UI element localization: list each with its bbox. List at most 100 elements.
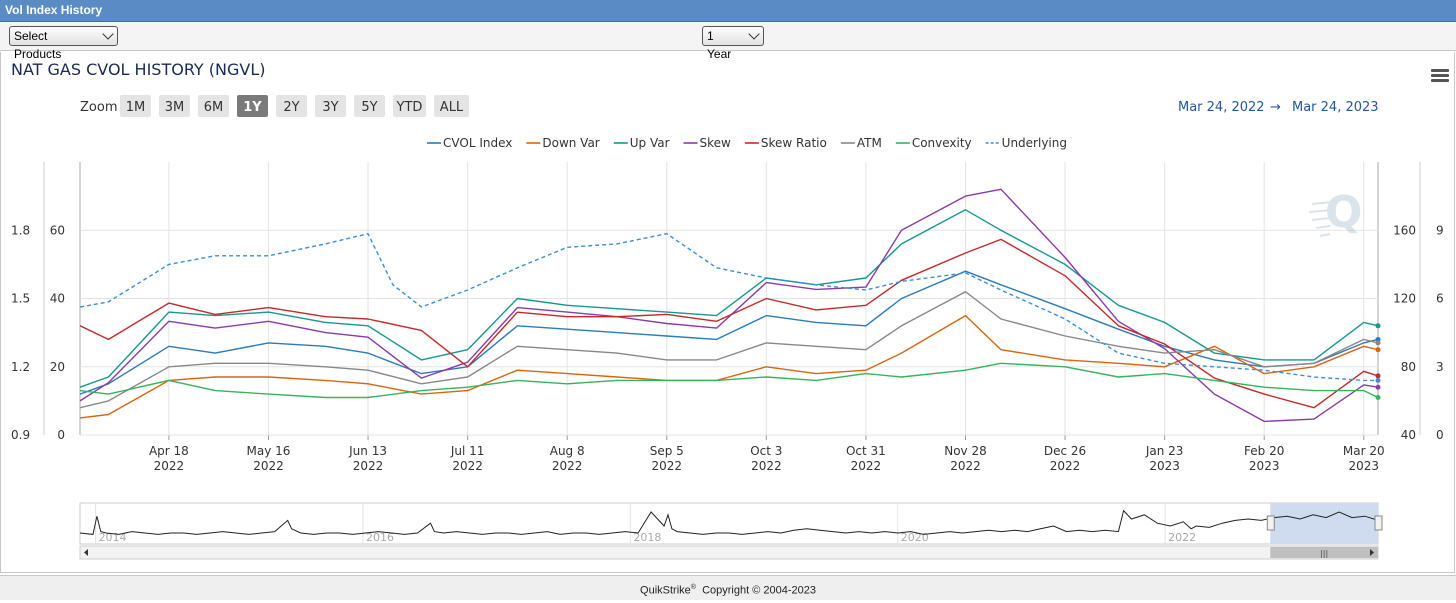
select-products-label: Select Products [14, 29, 62, 61]
zoom-button-ytd[interactable]: YTD [393, 95, 426, 117]
navigator-year-label: 2014 [99, 531, 127, 544]
x-tick-year: 2023 [1249, 459, 1280, 473]
scroll-left-icon[interactable] [84, 549, 88, 556]
zoom-button-all[interactable]: ALL [434, 95, 469, 117]
y-tick-right-skew: 9 [1436, 223, 1444, 237]
navigator-year-label: 2016 [366, 531, 394, 544]
zoom-button-1y[interactable]: 1Y [237, 95, 268, 117]
x-tick-label: May 16 [247, 444, 291, 458]
x-tick-label: Feb 20 [1244, 444, 1284, 458]
navigator-series-line [79, 509, 1379, 535]
y-tick-right-skew: 6 [1436, 292, 1444, 306]
menu-icon[interactable] [1431, 68, 1449, 83]
legend-item-cvol-index[interactable]: CVOL Index [427, 136, 512, 150]
y-tick-right-price: 40 [1401, 428, 1416, 442]
zoom-button-3m[interactable]: 3M [159, 95, 190, 117]
navigator-handle[interactable] [1266, 515, 1275, 531]
legend-label: Underlying [1002, 136, 1067, 150]
footer-reg: ® [690, 584, 696, 591]
legend-item-atm[interactable]: ATM [840, 136, 882, 150]
y-tick-left-ratio: 0.9 [11, 428, 30, 442]
legend-label: Skew [700, 136, 732, 150]
series-endpoint-atm [1375, 340, 1381, 346]
zoom-button-3y[interactable]: 3Y [315, 95, 346, 117]
zoom-button-label: 1M [126, 100, 146, 115]
navigator-handle[interactable] [1374, 515, 1383, 531]
select-products-dropdown[interactable]: Select Products [9, 26, 118, 61]
watermark-logo: Q [1308, 187, 1362, 238]
series-line-cvol-index[interactable] [79, 270, 1379, 395]
y-tick-left-ratio: 1.5 [11, 292, 30, 306]
zoom-button-5y[interactable]: 5Y [354, 95, 385, 117]
zoom-label: Zoom [80, 100, 117, 115]
series-endpoint-underlying [1375, 377, 1381, 383]
y-tick-left-vol: 20 [50, 360, 65, 374]
x-tick-year: 2022 [851, 459, 882, 473]
zoom-button-label: 6M [204, 100, 224, 115]
zoom-button-label: 2Y [283, 100, 299, 115]
series-line-skew-ratio[interactable] [79, 238, 1379, 409]
x-tick-label: Aug 8 [550, 444, 585, 458]
y-tick-left-ratio: 1.8 [11, 223, 30, 237]
legend-item-down-var[interactable]: Down Var [526, 136, 600, 150]
series-line-atm[interactable] [79, 290, 1379, 409]
series-line-up-var[interactable] [79, 209, 1379, 388]
zoom-button-label: 3M [165, 100, 185, 115]
zoom-button-label: 3Y [322, 100, 338, 115]
zoom-button-2y[interactable]: 2Y [276, 95, 307, 117]
x-tick-label: Oct 3 [750, 444, 782, 458]
grip-icon: ||| [1320, 549, 1328, 558]
svg-text:Q: Q [1325, 187, 1362, 238]
x-tick-label: Jun 13 [348, 444, 387, 458]
series-endpoint-skew [1375, 384, 1381, 390]
x-tick-year: 2022 [253, 459, 284, 473]
y-tick-right-price: 160 [1393, 223, 1416, 237]
series-endpoint-up-var [1375, 323, 1381, 329]
x-tick-year: 2022 [651, 459, 682, 473]
period-dropdown[interactable]: 1 Year [702, 26, 764, 61]
legend-label: Up Var [630, 136, 670, 150]
legend-label: Convexity [912, 136, 972, 150]
chevron-down-icon [102, 28, 114, 40]
legend-label: CVOL Index [443, 136, 512, 150]
legend-item-convexity[interactable]: Convexity [895, 136, 972, 150]
x-tick-label: Dec 26 [1044, 444, 1086, 458]
legend-item-skew-ratio[interactable]: Skew Ratio [744, 136, 827, 150]
x-tick-label: Oct 31 [846, 444, 886, 458]
zoom-button-1m[interactable]: 1M [120, 95, 151, 117]
series-line-underlying[interactable] [79, 232, 1378, 382]
zoom-button-6m[interactable]: 6M [198, 95, 229, 117]
legend-item-skew[interactable]: Skew [683, 136, 732, 150]
zoom-button-label: ALL [440, 100, 464, 115]
x-tick-year: 2022 [950, 459, 981, 473]
legend-label: Down Var [542, 136, 599, 150]
chart-frame [0, 52, 1455, 573]
chart-canvas: NAT GAS CVOL HISTORY (NGVL) Zoom 1M 3M 6M 1… [11, 60, 1449, 560]
range-to: Mar 24, 2023 [1292, 100, 1379, 115]
legend-item-up-var[interactable]: Up Var [613, 136, 670, 150]
series-line-convexity[interactable] [79, 362, 1379, 399]
x-tick-label: Nov 28 [944, 444, 987, 458]
series-line-down-var[interactable] [79, 314, 1379, 419]
navigator-scrollbar[interactable] [79, 545, 1379, 560]
y-tick-left-vol: 0 [57, 428, 65, 442]
range-arrow: → [1270, 100, 1281, 115]
x-tick-label: Jan 23 [1145, 444, 1184, 458]
navigator[interactable]: 2014 2016 2018 2020 2022||| [79, 502, 1383, 560]
x-tick-label: Jul 11 [450, 444, 485, 458]
x-tick-year: 2022 [1050, 459, 1081, 473]
x-tick-label: Apr 18 [149, 444, 189, 458]
legend-item-underlying[interactable]: Underlying [985, 136, 1067, 150]
navigator-selection[interactable] [1270, 503, 1378, 544]
series-line-skew[interactable] [79, 188, 1379, 423]
navigator-year-label: 2018 [633, 531, 661, 544]
zoom-button-label: 1Y [243, 100, 262, 115]
zoom-button-label: 5Y [361, 100, 377, 115]
series-endpoint-down-var [1375, 347, 1381, 353]
y-tick-left-vol: 40 [50, 292, 65, 306]
scroll-right-icon[interactable] [1370, 549, 1374, 556]
y-tick-right-price: 80 [1401, 360, 1416, 374]
y-tick-left-ratio: 1.2 [11, 360, 30, 374]
x-tick-label: Sep 5 [650, 444, 684, 458]
navigator-scrollbar-thumb[interactable] [1270, 547, 1378, 558]
